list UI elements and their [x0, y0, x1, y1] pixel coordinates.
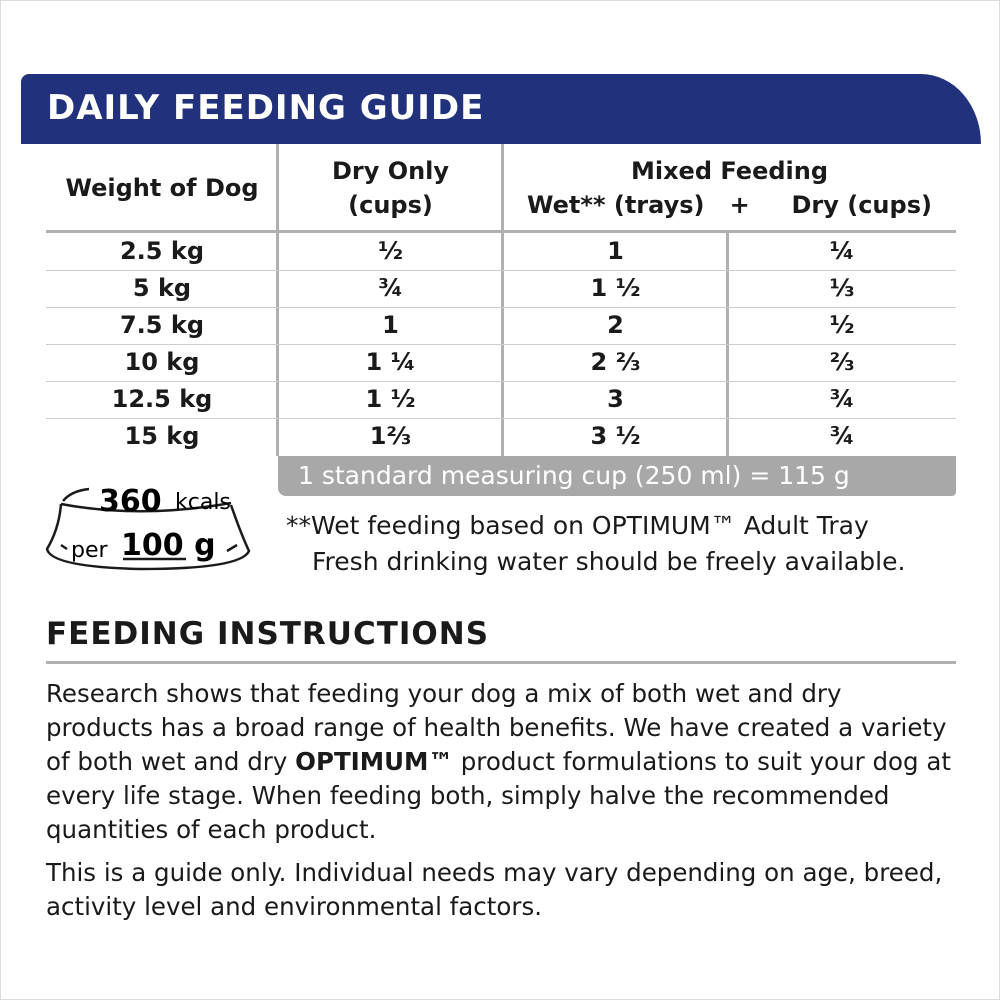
table-cell: 2 — [607, 311, 624, 339]
table-cell: 1 — [607, 237, 624, 265]
table-cell: 1 ½ — [365, 385, 416, 413]
table-row: 12.5 kg 1 ½ 3 ¾ — [46, 381, 956, 418]
header-plus: + — [729, 191, 750, 219]
table-cell: 1⅔ — [369, 422, 412, 450]
instructions-heading: FEEDING INSTRUCTIONS — [46, 616, 490, 652]
header-dry-line2: (cups) — [348, 191, 433, 219]
table-cell: ⅔ — [829, 348, 855, 376]
header-weight: Weight of Dog — [65, 174, 259, 202]
table-cell: 5 kg — [132, 274, 192, 302]
instructions-paragraph-2: This is a guide only. Individual needs m… — [46, 858, 943, 921]
row-divider — [46, 344, 956, 345]
header-mixed-title: Mixed Feeding — [630, 157, 829, 185]
header-dry-line1: Dry Only — [331, 157, 450, 185]
table-cell: ½ — [378, 237, 403, 265]
table-cell: 1 — [382, 311, 399, 339]
guide-title: DAILY FEEDING GUIDE — [47, 88, 485, 128]
header-wet: Wet** (trays) — [527, 191, 705, 219]
table-row: 2.5 kg ½ 1 ¼ — [46, 233, 956, 270]
header-dry-only: Dry Only (cups) — [278, 144, 503, 232]
row-divider — [46, 418, 956, 419]
divider — [501, 144, 504, 456]
kcal-value: 360 — [99, 484, 162, 519]
guide-header: DAILY FEEDING GUIDE — [21, 74, 981, 144]
feeding-table: Weight of Dog Dry Only (cups) Mixed Feed… — [46, 144, 956, 456]
row-divider — [46, 381, 956, 382]
header-mixed: Mixed Feeding Wet** (trays) + Dry (cups) — [503, 144, 956, 232]
table-row: 7.5 kg 1 2 ½ — [46, 307, 956, 344]
p1-text: Research shows that feeding your dog a m… — [46, 679, 947, 776]
table-cell: 12.5 kg — [111, 385, 213, 413]
wet-feeding-note: **Wet feeding based on OPTIMUM™ Adult Tr… — [286, 511, 869, 540]
table-cell: ¼ — [829, 237, 855, 265]
table-cell: 7.5 kg — [119, 311, 204, 339]
table-cell: ¾ — [378, 274, 403, 302]
table-cell: ⅓ — [829, 274, 855, 302]
table-cell: ¾ — [829, 422, 855, 450]
table-cell: ¾ — [829, 385, 855, 413]
divider — [46, 661, 956, 664]
table-cell: 3 — [607, 385, 624, 413]
row-divider — [46, 307, 956, 308]
table-cell: 3 ½ — [590, 422, 641, 450]
cup-conversion-note: 1 standard measuring cup (250 ml) = 115 … — [278, 456, 956, 496]
header-mixed-dry: Dry (cups) — [791, 191, 932, 219]
divider — [46, 230, 956, 233]
water-note: Fresh drinking water should be freely av… — [312, 547, 906, 576]
table-cell: 1 ¼ — [365, 348, 416, 376]
table-cell: 1 ½ — [590, 274, 641, 302]
header-mixed-sub: Wet** (trays) + Dry (cups) — [503, 188, 956, 222]
brand-name: OPTIMUM™ — [295, 747, 453, 776]
table-cell: 2.5 kg — [119, 237, 204, 265]
divider — [276, 144, 279, 456]
table-cell: ½ — [829, 311, 855, 339]
p1-text-cont: product formulations to suit your dog at… — [46, 747, 951, 844]
row-divider — [46, 270, 956, 271]
per-amount: 100 g — [121, 528, 216, 563]
table-row: 10 kg 1 ¼ 2 ⅔ ⅔ — [46, 344, 956, 381]
instructions-paragraph-1: Research shows that feeding your dog a m… — [46, 677, 956, 847]
table-cell: 15 kg — [124, 422, 200, 450]
table-cell: 10 kg — [124, 348, 200, 376]
table-row: 5 kg ¾ 1 ½ ⅓ — [46, 270, 956, 307]
table-cell: 2 ⅔ — [590, 348, 641, 376]
table-row: 15 kg 1⅔ 3 ½ ¾ — [46, 418, 956, 455]
kcal-unit: kcals — [175, 490, 231, 515]
per-label: per — [71, 538, 109, 563]
bowl-icon: 360 kcals per 100 g — [45, 484, 251, 571]
